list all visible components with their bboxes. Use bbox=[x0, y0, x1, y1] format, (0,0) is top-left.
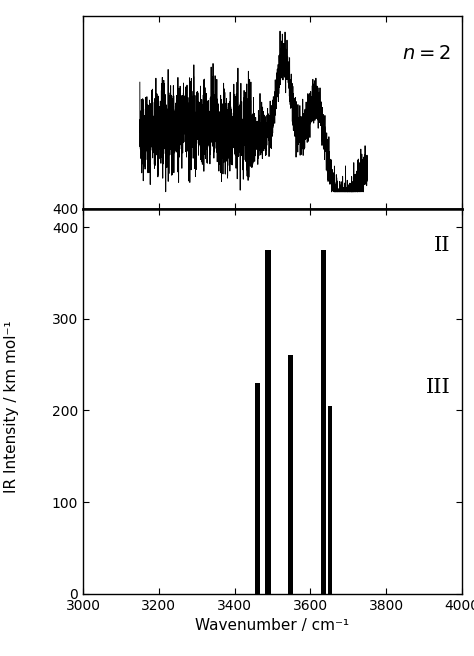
Text: II: II bbox=[434, 236, 451, 255]
Bar bbox=[288, 415, 293, 594]
Text: III: III bbox=[426, 378, 451, 397]
Bar bbox=[265, 250, 271, 594]
Text: IR Intensity / km mol⁻¹: IR Intensity / km mol⁻¹ bbox=[4, 320, 19, 493]
Bar bbox=[255, 383, 260, 594]
Bar bbox=[321, 250, 327, 594]
Bar bbox=[288, 356, 293, 594]
Bar bbox=[328, 406, 332, 594]
Text: $n = 2$: $n = 2$ bbox=[402, 45, 451, 63]
X-axis label: Wavenumber / cm⁻¹: Wavenumber / cm⁻¹ bbox=[195, 618, 350, 633]
Bar bbox=[265, 250, 271, 594]
